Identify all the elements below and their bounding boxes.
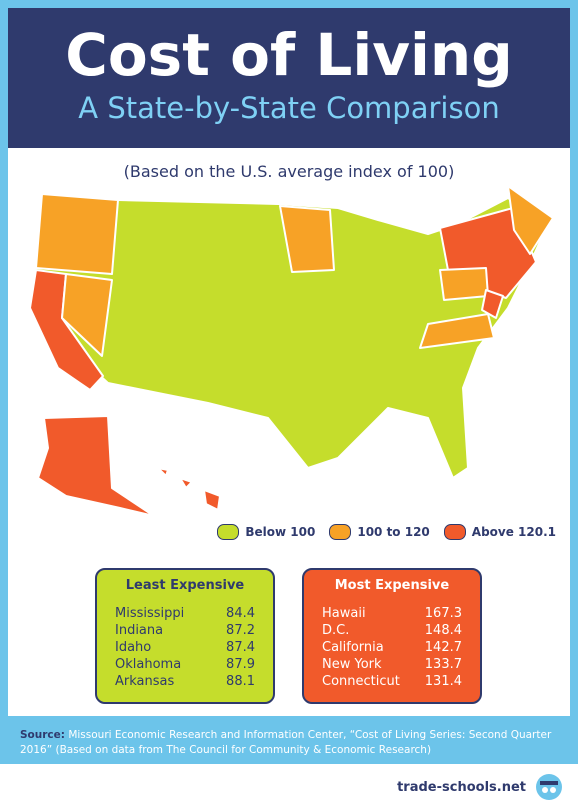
legend-item: 100 to 120 bbox=[329, 524, 430, 540]
box-title: Least Expensive bbox=[125, 578, 245, 593]
legend-item: Below 100 bbox=[217, 524, 315, 540]
nevada bbox=[61, 273, 113, 357]
legend-item: Above 120.1 bbox=[443, 524, 556, 540]
legend-swatch bbox=[217, 524, 240, 540]
table-row: D.C. 148.4 bbox=[322, 622, 462, 639]
dc-md bbox=[481, 289, 504, 319]
table-row: Hawaii 167.3 bbox=[322, 605, 462, 622]
index: 87.2 bbox=[226, 623, 255, 638]
state: Oklahoma bbox=[115, 657, 182, 672]
table-row: Mississippi 84.4 bbox=[115, 605, 255, 622]
state: D.C. bbox=[322, 623, 350, 638]
state: Idaho bbox=[115, 640, 152, 655]
alaska bbox=[37, 415, 155, 517]
state: Indiana bbox=[115, 623, 164, 638]
lower-48 bbox=[33, 193, 549, 479]
northwest bbox=[35, 193, 119, 275]
brand: trade-schools.net bbox=[397, 780, 526, 795]
state: Arkansas bbox=[115, 674, 175, 689]
minnesota bbox=[279, 205, 335, 273]
virginia bbox=[419, 313, 495, 349]
index: 87.4 bbox=[226, 640, 255, 655]
subtitle: A State-by-State Comparison bbox=[78, 91, 500, 125]
index: 84.4 bbox=[226, 606, 255, 621]
legend-label: Below 100 bbox=[245, 525, 316, 539]
mid-atlantic bbox=[439, 267, 489, 301]
state: New York bbox=[322, 657, 382, 672]
source-label: Source: bbox=[20, 729, 65, 741]
panel: (Based on the U.S. average index of 100)… bbox=[8, 148, 570, 716]
table-row: Connecticut 131.4 bbox=[322, 673, 462, 690]
box-title: Most Expensive bbox=[334, 578, 450, 593]
legend-label: Above 120.1 bbox=[471, 525, 556, 539]
most-expensive-box: Most Expensive Hawaii 167.3 D.C. 148.4 Calif… bbox=[302, 568, 482, 704]
state: Mississippi bbox=[115, 606, 185, 621]
index: 131.4 bbox=[424, 674, 462, 689]
index: 87.9 bbox=[226, 657, 255, 672]
legend: Below 100 100 to 120 Above 120.1 bbox=[217, 524, 556, 540]
source-text: Missouri Economic Research and Informati… bbox=[20, 729, 552, 756]
note: (Based on the U.S. average index of 100) bbox=[123, 162, 455, 181]
least-expensive-box: Least Expensive Mississippi 84.4 Indiana 87… bbox=[95, 568, 275, 704]
index: 167.3 bbox=[424, 606, 462, 621]
footer: trade-schools.net bbox=[0, 764, 578, 810]
state: Hawaii bbox=[322, 606, 366, 621]
legend-swatch bbox=[329, 524, 352, 540]
source: Source: Missouri Economic Research and I… bbox=[20, 728, 560, 758]
maine bbox=[507, 185, 554, 255]
table-row: Indiana 87.2 bbox=[115, 622, 255, 639]
logo bbox=[536, 774, 562, 800]
table-row: Idaho 87.4 bbox=[115, 639, 255, 656]
state: California bbox=[322, 640, 384, 655]
table-row: California 142.7 bbox=[322, 639, 462, 656]
legend-swatch bbox=[443, 524, 466, 540]
table-row: Oklahoma 87.9 bbox=[115, 656, 255, 673]
hawaii bbox=[157, 467, 221, 511]
us-map bbox=[29, 185, 554, 517]
title: Cost of Living bbox=[65, 21, 513, 89]
index: 142.7 bbox=[424, 640, 462, 655]
index: 133.7 bbox=[424, 657, 462, 672]
index: 88.1 bbox=[226, 674, 255, 689]
table-row: New York 133.7 bbox=[322, 656, 462, 673]
index: 148.4 bbox=[424, 623, 462, 638]
header: Cost of Living A State-by-State Comparis… bbox=[8, 8, 570, 148]
table-row: Arkansas 88.1 bbox=[115, 673, 255, 690]
state: Connecticut bbox=[322, 674, 400, 689]
legend-label: 100 to 120 bbox=[357, 525, 430, 539]
